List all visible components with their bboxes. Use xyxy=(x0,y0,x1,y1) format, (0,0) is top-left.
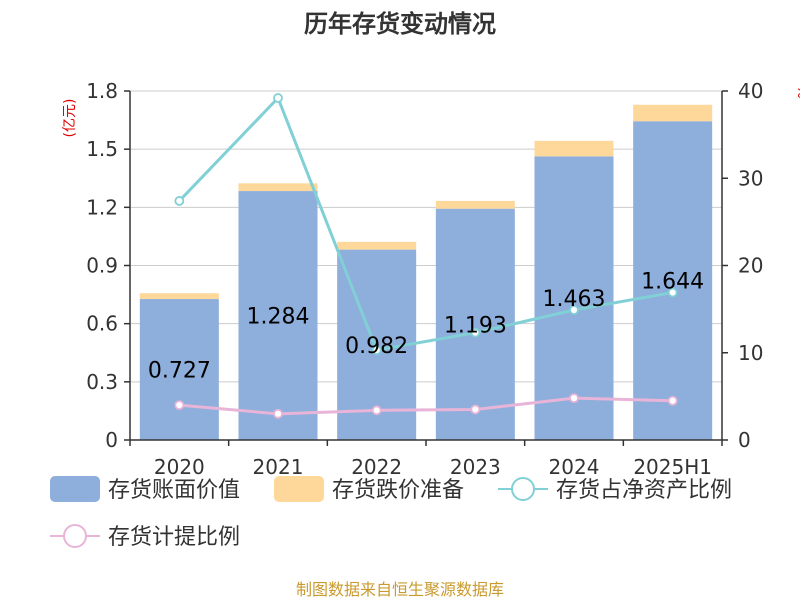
right-axis-unit: % xyxy=(794,85,800,98)
legend-swatch xyxy=(274,476,324,502)
right-axis-tick-label: 40 xyxy=(738,79,763,103)
left-axis-tick-label: 0.9 xyxy=(86,254,118,278)
bar-impairment-reserve xyxy=(534,140,614,157)
bar-impairment-reserve xyxy=(238,183,318,192)
bar-impairment-reserve xyxy=(139,293,219,300)
left-axis-tick-label: 0.6 xyxy=(86,312,118,336)
x-axis-category-label: 2025H1 xyxy=(633,455,712,479)
left-axis-unit: (亿元) xyxy=(62,99,78,138)
bar-book-value xyxy=(633,121,713,440)
right-axis-tick-label: 20 xyxy=(738,254,763,278)
data-labels: 0.727 1.284 0.982 1.193 1.463 1.644 xyxy=(148,270,704,384)
bar-data-label: 1.193 xyxy=(444,313,507,338)
bar-data-label: 1.284 xyxy=(247,305,310,330)
left-axis-tick-label: 0.3 xyxy=(86,370,118,394)
series-lines xyxy=(174,93,678,419)
line-point xyxy=(470,327,481,338)
line-point xyxy=(667,287,678,298)
line-inventory-to-net-assets xyxy=(178,95,673,352)
axes: 0 0.3 0.6 0.9 1.2 1.5 1.8 0 10 20 30 40 2020 2021 2022… xyxy=(86,79,763,479)
line-point xyxy=(174,400,185,411)
bar-book-value xyxy=(435,208,515,440)
bar-data-label: 1.644 xyxy=(641,270,704,295)
x-axis-category-label: 2024 xyxy=(549,455,600,479)
left-axis-tick-label: 1.2 xyxy=(86,195,118,219)
legend-label: 存货计提比例 xyxy=(108,525,240,550)
left-axis-tick-label: 0 xyxy=(105,428,118,452)
legend-label: 存货占净资产比例 xyxy=(556,478,732,503)
line-point xyxy=(569,393,579,404)
line-point xyxy=(273,408,283,419)
bar-data-label: 0.727 xyxy=(148,359,211,384)
legend-label: 存货跌价准备 xyxy=(332,478,464,503)
x-axis-category-label: 2023 xyxy=(450,455,501,479)
legend-label: 存货账面价值 xyxy=(108,478,240,503)
bar-impairment-reserve xyxy=(633,104,713,122)
right-axis-tick-label: 0 xyxy=(738,428,751,452)
bar-impairment-reserve xyxy=(337,241,417,250)
legend-swatch xyxy=(50,476,100,502)
bars xyxy=(139,104,713,440)
bar-book-value xyxy=(534,156,614,440)
x-axis-category-label: 2020 xyxy=(154,455,205,479)
legend-marker xyxy=(63,524,87,548)
bar-book-value xyxy=(139,299,219,440)
line-point xyxy=(569,305,579,315)
line-point xyxy=(371,345,382,356)
line-point xyxy=(174,196,185,206)
right-axis-tick-label: 30 xyxy=(738,166,763,190)
right-axis-tick-label: 10 xyxy=(738,341,763,365)
chart-title: 历年存货变动情况 xyxy=(304,10,496,38)
line-point xyxy=(470,404,481,415)
bar-impairment-reserve xyxy=(435,200,515,209)
line-provision-ratio xyxy=(179,396,673,416)
data-source: 制图数据来自恒生聚源数据库 xyxy=(296,580,504,599)
left-axis-tick-label: 1.8 xyxy=(86,79,118,103)
line-point xyxy=(371,405,382,416)
legend-marker xyxy=(511,477,535,501)
left-axis-tick-label: 1.5 xyxy=(86,137,118,161)
line-point xyxy=(667,395,678,406)
x-axis-category-label: 2022 xyxy=(351,455,402,479)
line-point xyxy=(273,93,283,103)
bar-data-label: 0.982 xyxy=(345,334,408,359)
x-axis-category-label: 2021 xyxy=(253,455,304,479)
bar-data-label: 1.463 xyxy=(543,287,606,312)
bar-book-value xyxy=(238,191,318,440)
